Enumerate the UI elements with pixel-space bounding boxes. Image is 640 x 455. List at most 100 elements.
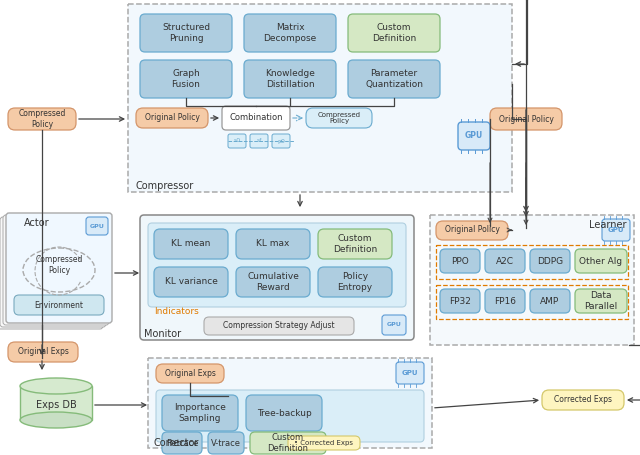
FancyBboxPatch shape — [154, 267, 228, 297]
FancyBboxPatch shape — [8, 342, 78, 362]
FancyBboxPatch shape — [244, 14, 336, 52]
Text: Learner: Learner — [589, 220, 626, 230]
Text: GPU: GPU — [608, 227, 624, 233]
FancyBboxPatch shape — [530, 249, 570, 273]
Text: Original Policy: Original Policy — [445, 226, 499, 234]
Text: Environment: Environment — [35, 300, 83, 309]
FancyBboxPatch shape — [348, 14, 440, 52]
FancyBboxPatch shape — [140, 60, 232, 98]
Text: Custom
Definition: Custom Definition — [372, 23, 416, 43]
FancyBboxPatch shape — [156, 390, 424, 442]
Text: Indicators: Indicators — [154, 307, 199, 315]
Text: PPO: PPO — [451, 257, 469, 266]
FancyBboxPatch shape — [430, 215, 634, 345]
FancyBboxPatch shape — [440, 289, 480, 313]
FancyBboxPatch shape — [396, 362, 424, 384]
Text: KL max: KL max — [256, 239, 290, 248]
Text: Compressed
Policy: Compressed Policy — [317, 111, 360, 125]
Text: Compressor: Compressor — [136, 181, 195, 191]
Text: Custom
Definition: Custom Definition — [268, 433, 308, 453]
FancyBboxPatch shape — [140, 14, 232, 52]
Text: Compressed
Policy: Compressed Policy — [35, 255, 83, 275]
Text: FP32: FP32 — [449, 297, 471, 305]
Text: Structured
Pruning: Structured Pruning — [162, 23, 210, 43]
Text: Other Alg: Other Alg — [579, 257, 623, 266]
Text: Original Exps: Original Exps — [17, 348, 68, 357]
FancyBboxPatch shape — [148, 223, 406, 307]
FancyBboxPatch shape — [128, 4, 512, 192]
FancyBboxPatch shape — [156, 364, 224, 383]
Text: V-trace: V-trace — [211, 439, 241, 448]
FancyBboxPatch shape — [140, 215, 414, 340]
Text: Actor: Actor — [24, 218, 50, 228]
FancyBboxPatch shape — [250, 432, 326, 454]
Text: Data
Parallel: Data Parallel — [584, 291, 618, 311]
FancyBboxPatch shape — [288, 436, 360, 450]
Text: sf: sf — [256, 138, 262, 143]
Text: Tree-backup: Tree-backup — [257, 409, 312, 418]
FancyBboxPatch shape — [204, 317, 354, 335]
Text: KL mean: KL mean — [172, 239, 211, 248]
Text: GPU: GPU — [402, 370, 419, 376]
Text: Original Exps: Original Exps — [164, 369, 216, 378]
FancyBboxPatch shape — [86, 217, 108, 235]
Text: Cumulative
Reward: Cumulative Reward — [247, 272, 299, 292]
Text: Corrector: Corrector — [154, 438, 200, 448]
FancyBboxPatch shape — [222, 106, 290, 130]
FancyBboxPatch shape — [236, 229, 310, 259]
FancyBboxPatch shape — [440, 249, 480, 273]
FancyBboxPatch shape — [348, 60, 440, 98]
FancyBboxPatch shape — [0, 219, 103, 329]
FancyBboxPatch shape — [0, 217, 106, 327]
FancyBboxPatch shape — [236, 267, 310, 297]
FancyBboxPatch shape — [162, 395, 238, 431]
FancyBboxPatch shape — [228, 134, 246, 148]
Text: Policy
Entropy: Policy Entropy — [337, 272, 372, 292]
Text: Custom
Definition: Custom Definition — [333, 234, 377, 254]
FancyBboxPatch shape — [306, 108, 372, 128]
Text: Graph
Fusion: Graph Fusion — [172, 69, 200, 89]
FancyBboxPatch shape — [148, 358, 432, 448]
FancyBboxPatch shape — [244, 60, 336, 98]
Text: Combination: Combination — [229, 113, 283, 122]
FancyBboxPatch shape — [250, 134, 268, 148]
FancyBboxPatch shape — [458, 122, 490, 150]
FancyBboxPatch shape — [154, 229, 228, 259]
FancyBboxPatch shape — [162, 432, 202, 454]
FancyBboxPatch shape — [575, 289, 627, 313]
FancyBboxPatch shape — [14, 295, 104, 315]
FancyBboxPatch shape — [318, 229, 392, 259]
Text: Importance
Sampling: Importance Sampling — [174, 403, 226, 423]
Text: GPU: GPU — [465, 131, 483, 141]
FancyBboxPatch shape — [575, 249, 627, 273]
Text: Matrix
Decompose: Matrix Decompose — [264, 23, 317, 43]
Text: Knowledge
Distillation: Knowledge Distillation — [265, 69, 315, 89]
FancyBboxPatch shape — [436, 221, 508, 240]
Text: KL variance: KL variance — [164, 278, 218, 287]
Text: Compression Strategy Adjust: Compression Strategy Adjust — [223, 322, 335, 330]
FancyBboxPatch shape — [485, 289, 525, 313]
FancyBboxPatch shape — [490, 108, 562, 130]
Text: p0: p0 — [277, 138, 285, 143]
Text: s0: s0 — [234, 138, 241, 143]
FancyBboxPatch shape — [20, 386, 92, 420]
FancyBboxPatch shape — [136, 108, 208, 128]
Text: Original Policy: Original Policy — [145, 113, 200, 122]
Ellipse shape — [20, 378, 92, 394]
Text: Exps DB: Exps DB — [36, 400, 76, 410]
Text: GPU: GPU — [387, 323, 401, 328]
FancyBboxPatch shape — [272, 134, 290, 148]
Text: A2C: A2C — [496, 257, 514, 266]
Text: • Corrected Exps: • Corrected Exps — [294, 440, 353, 446]
Text: Compressed
Policy: Compressed Policy — [19, 109, 66, 129]
FancyBboxPatch shape — [485, 249, 525, 273]
FancyBboxPatch shape — [6, 213, 112, 323]
FancyBboxPatch shape — [3, 215, 109, 325]
Text: Original Policy: Original Policy — [499, 115, 554, 123]
FancyBboxPatch shape — [382, 315, 406, 335]
Text: FP16: FP16 — [494, 297, 516, 305]
Text: Corrected Exps: Corrected Exps — [554, 395, 612, 404]
FancyBboxPatch shape — [318, 267, 392, 297]
Text: Monitor: Monitor — [144, 329, 181, 339]
FancyBboxPatch shape — [530, 289, 570, 313]
